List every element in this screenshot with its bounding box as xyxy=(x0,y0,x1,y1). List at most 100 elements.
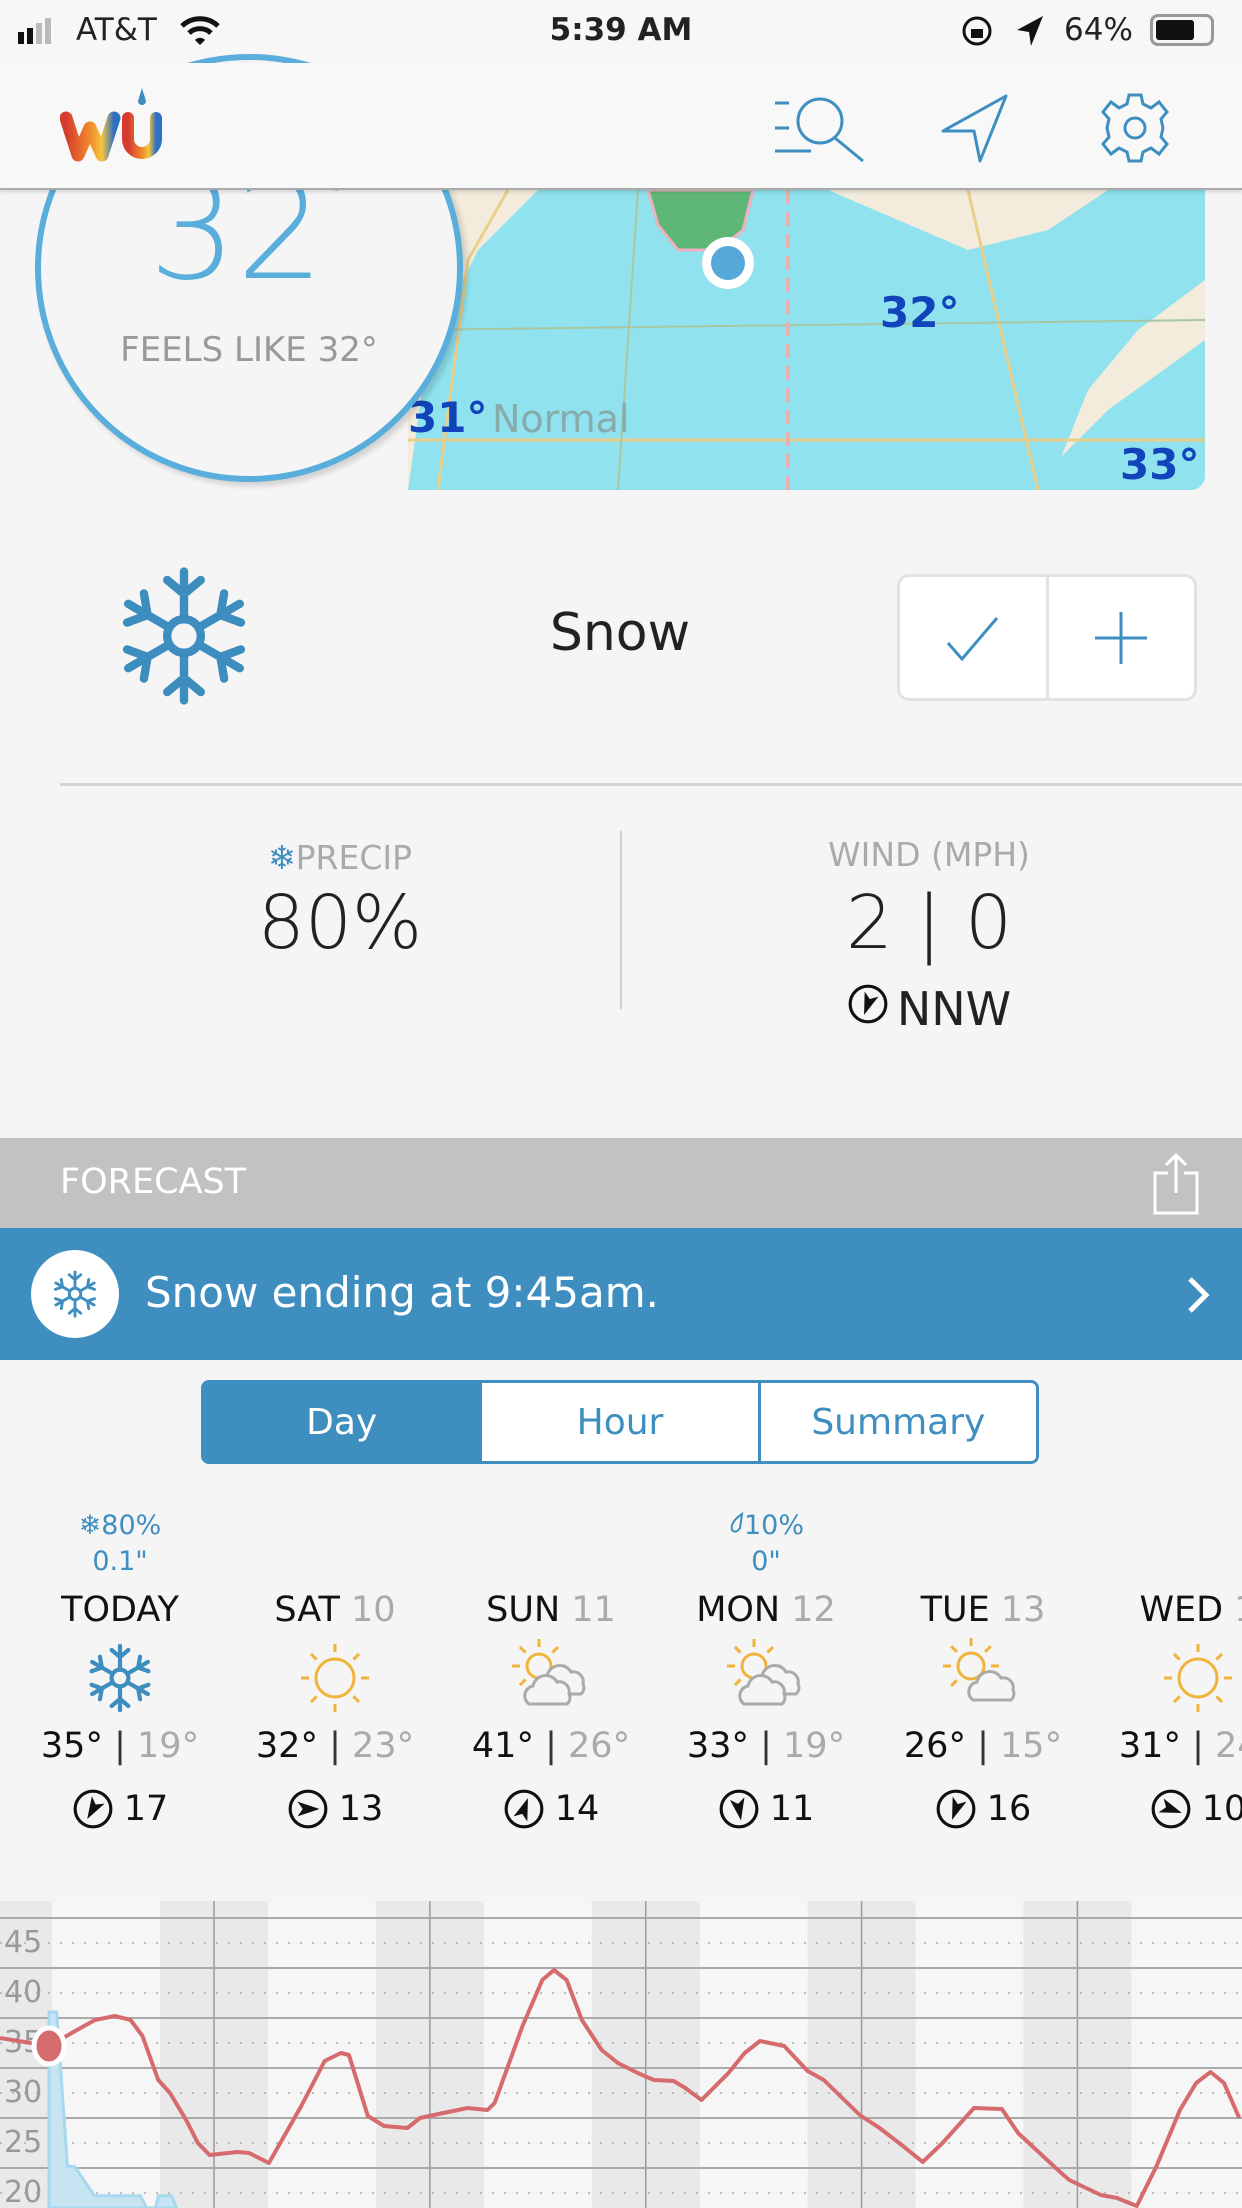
hi-lo: 31° | 24° xyxy=(1118,1726,1242,1766)
add-button[interactable] xyxy=(1045,577,1195,698)
wind-arrow-icon xyxy=(936,1789,976,1829)
stats-divider xyxy=(620,831,622,1009)
wind-speed: 11 xyxy=(658,1788,874,1830)
day-forecast[interactable]: SUN 11 41° | 26° 14 xyxy=(443,1510,659,1830)
weather-icon xyxy=(12,1630,228,1726)
snowflake-icon xyxy=(89,1643,151,1713)
wind-label: WIND (MPH) xyxy=(828,835,1030,874)
partly-cloudy-icon xyxy=(943,1638,1016,1702)
precip-value: 80% xyxy=(257,880,423,966)
day-name: SUN 11 xyxy=(486,1590,616,1630)
wind-speed: 17 xyxy=(12,1788,228,1830)
snowflake-icon xyxy=(122,567,246,705)
wifi-icon xyxy=(180,16,220,45)
weather-icon xyxy=(227,1630,443,1726)
wind-arrow-icon xyxy=(848,984,888,1024)
day-forecast[interactable]: 10% 0" MON 12 33° | 19° 11 xyxy=(658,1510,874,1830)
precip-amount xyxy=(443,1546,659,1582)
precip-amount xyxy=(1090,1546,1242,1582)
y-tick-label: 20 xyxy=(4,2175,42,2208)
precip-amount: 0" xyxy=(751,1546,781,1577)
forecast-alert-banner[interactable]: Snow ending at 9:45am. xyxy=(0,1228,1242,1360)
y-tick-label: 30 xyxy=(4,2075,42,2110)
day-forecast[interactable]: WED 1 31° | 24° 10 xyxy=(1090,1510,1242,1830)
chevron-right-icon xyxy=(1188,1277,1210,1313)
y-tick-label: 40 xyxy=(4,1975,42,2010)
tab-hour[interactable]: Hour xyxy=(479,1383,758,1461)
carrier: AT&T xyxy=(76,12,157,48)
share-icon[interactable] xyxy=(1152,1153,1200,1215)
radar-map[interactable]: 32° 31° Normal 33° xyxy=(408,190,1205,490)
precip-chance xyxy=(1090,1510,1242,1546)
precip-label: ❄PRECIP xyxy=(267,838,412,877)
current-location-dot xyxy=(711,246,745,280)
day-name: WED 1 xyxy=(1139,1590,1242,1630)
wind-speed: 13 xyxy=(227,1788,443,1830)
precip-amount: 0.1" xyxy=(92,1546,148,1577)
wind-arrow-icon xyxy=(1151,1789,1191,1829)
map-temp-label: 33° xyxy=(1120,440,1200,489)
location-arrow-icon[interactable] xyxy=(940,93,1010,163)
plus-icon xyxy=(1095,611,1148,664)
wind-direction-icon xyxy=(847,982,889,1036)
wind-speed: 14 xyxy=(443,1788,659,1830)
tab-day[interactable]: Day xyxy=(204,1383,480,1461)
precip-chance: ❄80% xyxy=(78,1510,162,1541)
wind-value: 2 | 0 xyxy=(845,880,1013,966)
app-header xyxy=(0,63,1242,190)
day-forecast[interactable]: TUE 13 26° | 15° 16 xyxy=(875,1510,1091,1830)
snowflake-small-icon: ❄ xyxy=(267,838,296,877)
signal-icon xyxy=(18,18,51,44)
forecast-section-header: FORECAST xyxy=(0,1138,1242,1228)
day-name: TODAY xyxy=(61,1590,179,1630)
rotation-lock-icon xyxy=(962,16,992,46)
wind-arrow-icon xyxy=(504,1789,544,1829)
search-list-icon[interactable] xyxy=(775,93,867,163)
status-bar: AT&T 5:39 AM 64% xyxy=(0,0,1242,63)
wind-arrow-icon xyxy=(719,1789,759,1829)
map-temp-label: 32° xyxy=(880,288,960,337)
map-temp-label: 31° xyxy=(408,393,488,442)
wind-arrow-icon xyxy=(73,1789,113,1829)
weather-icon xyxy=(1090,1630,1242,1726)
check-button[interactable] xyxy=(900,577,1046,698)
hi-lo: 33° | 19° xyxy=(686,1726,846,1766)
day-forecast[interactable]: SAT 10 32° | 23° 13 xyxy=(227,1510,443,1830)
clock: 5:39 AM xyxy=(549,12,693,48)
day-forecast[interactable]: ❄80% 0.1" TODAY 35° | 19° 17 xyxy=(12,1510,228,1830)
precip-amount xyxy=(227,1546,443,1582)
wind-speed: 10 xyxy=(1090,1788,1242,1830)
precip-chance: 10% xyxy=(658,1510,874,1546)
gear-icon[interactable] xyxy=(1100,93,1170,163)
hi-lo: 26° | 15° xyxy=(903,1726,1063,1766)
divider xyxy=(60,783,1242,786)
forecast-title: FORECAST xyxy=(60,1162,247,1202)
wind-direction: NNW xyxy=(729,982,1129,1036)
day-name: SAT 10 xyxy=(274,1590,396,1630)
tab-summary[interactable]: Summary xyxy=(757,1383,1036,1461)
precip-amount xyxy=(875,1546,1091,1582)
map-city-label: Normal xyxy=(492,397,630,441)
wu-logo[interactable] xyxy=(60,83,170,168)
precip-chance xyxy=(443,1510,659,1546)
snow-badge-icon xyxy=(31,1250,119,1338)
location-services-icon xyxy=(1017,16,1043,46)
action-buttons xyxy=(897,574,1197,701)
forecast-view-tabs: Day Hour Summary xyxy=(201,1380,1039,1464)
battery-icon xyxy=(1150,14,1214,46)
battery-percent: 64% xyxy=(1064,12,1133,48)
current-temp-marker xyxy=(31,2025,67,2067)
banner-text: Snow ending at 9:45am. xyxy=(145,1268,659,1317)
partly-cloudy-icon xyxy=(727,1639,801,1706)
hi-lo: 35° | 19° xyxy=(40,1726,200,1766)
hi-lo: 32° | 23° xyxy=(255,1726,415,1766)
precip-chance xyxy=(875,1510,1091,1546)
wind-speed: 16 xyxy=(875,1788,1091,1830)
raindrop-icon xyxy=(730,1511,744,1533)
sun-icon xyxy=(301,1644,369,1712)
partly-cloudy-icon xyxy=(512,1639,586,1706)
temperature-line xyxy=(0,1968,1242,2208)
y-tick-label: 45 xyxy=(4,1925,42,1960)
day-name: TUE 13 xyxy=(920,1590,1046,1630)
